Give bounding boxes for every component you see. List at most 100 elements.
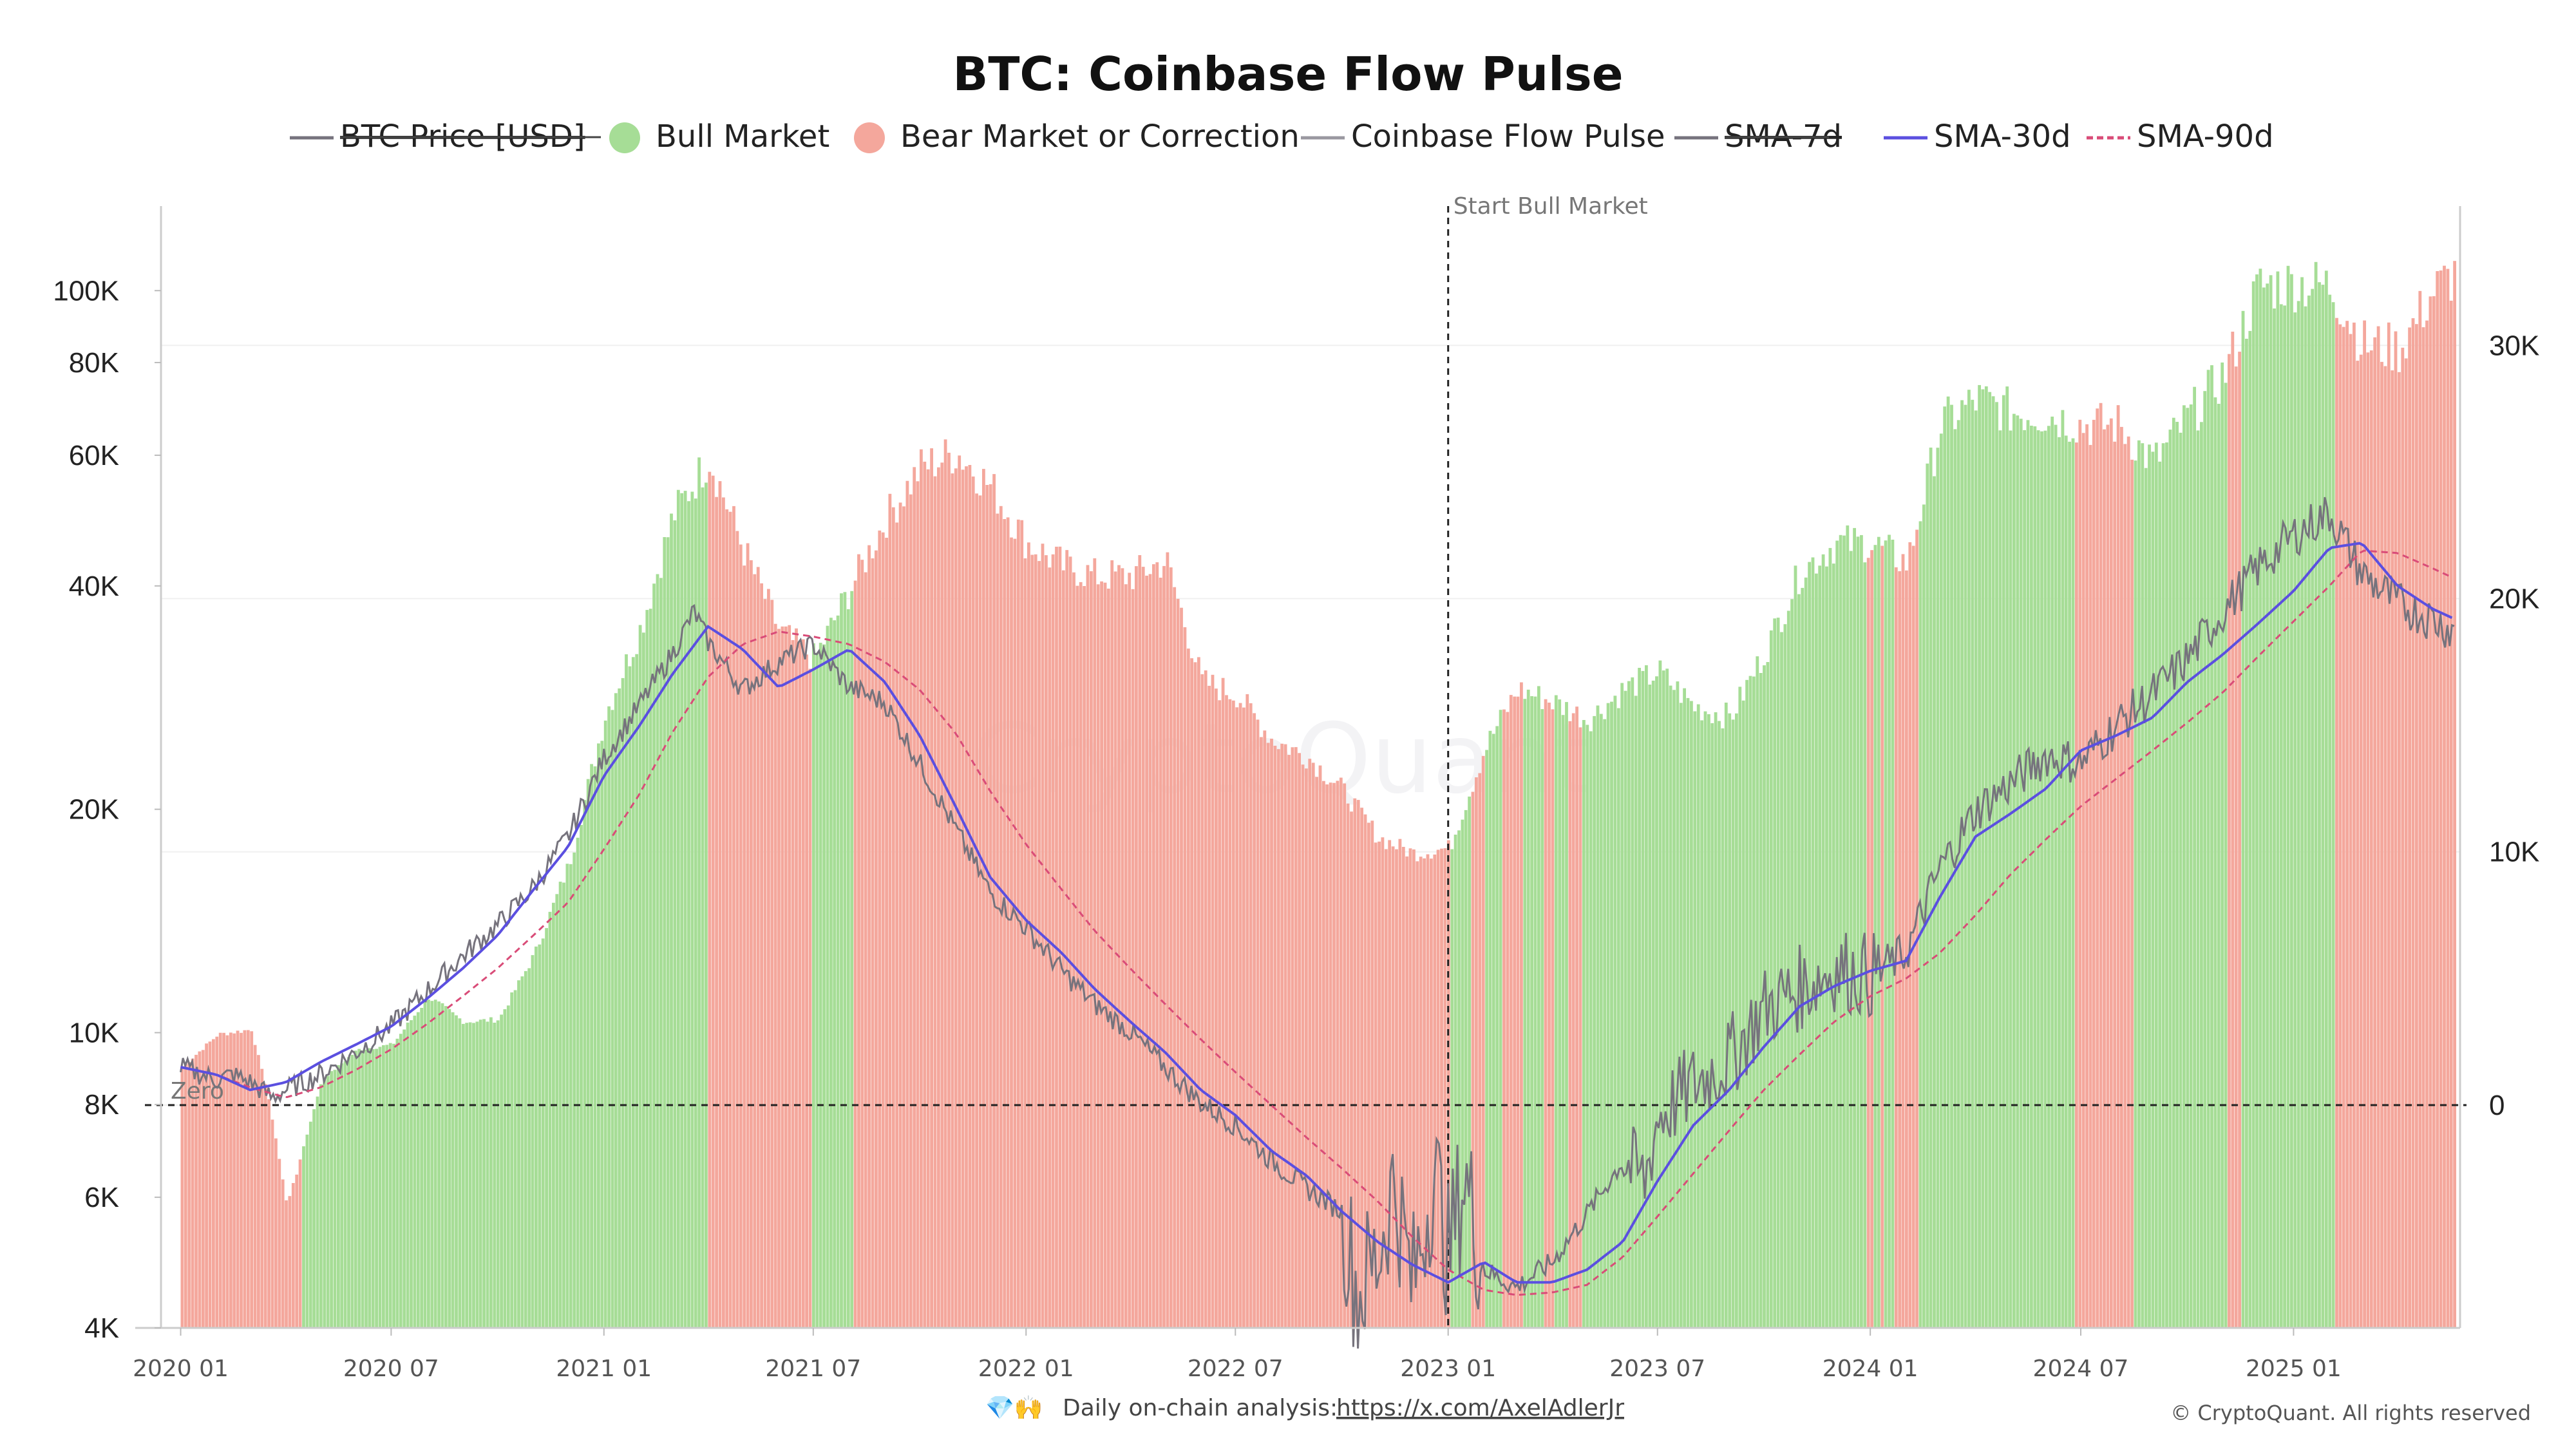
left-tick-label: 20K <box>69 794 119 826</box>
bear-bar <box>1176 598 1180 1328</box>
bear-bar <box>263 1084 267 1328</box>
bull-bar <box>1808 562 1811 1328</box>
bull-bar <box>652 583 656 1329</box>
bull-bar <box>1526 689 1530 1328</box>
bear-bar <box>1245 694 1249 1328</box>
bull-bar <box>323 1078 327 1328</box>
bull-bar <box>312 1109 316 1328</box>
bull-bar <box>2290 274 2293 1329</box>
bear-bar <box>1061 570 1065 1328</box>
bull-bar <box>2154 442 2158 1328</box>
bear-bar <box>1253 713 1256 1328</box>
bear-bar <box>246 1030 250 1328</box>
bear-bar <box>2394 331 2398 1328</box>
bull-bar <box>2033 426 2037 1328</box>
bull-bar <box>618 688 621 1328</box>
bear-bar <box>215 1036 219 1328</box>
bear-bar <box>875 550 878 1329</box>
bear-bar <box>1121 568 1124 1328</box>
bull-bar <box>2050 416 2054 1328</box>
bull-bar <box>2148 444 2151 1328</box>
bull-bar <box>305 1134 309 1328</box>
bear-bar <box>1231 700 1235 1328</box>
bull-bar <box>1929 448 1933 1328</box>
bear-bar <box>1374 842 1378 1328</box>
bear-bar <box>2126 436 2130 1328</box>
bull-bar <box>2314 261 2318 1328</box>
bull-bar <box>1488 730 1492 1328</box>
bull-bar <box>382 1045 385 1328</box>
bull-bar <box>1956 420 1960 1328</box>
bull-bar <box>642 632 645 1328</box>
bear-bar <box>2096 408 2099 1328</box>
bear-bar <box>1481 755 1485 1328</box>
legend-item[interactable]: SMA-7d <box>1674 118 1842 155</box>
bear-bar <box>1152 564 1155 1328</box>
bear-bar <box>1228 699 1232 1328</box>
bull-bar <box>694 498 697 1328</box>
bear-bar <box>232 1033 236 1328</box>
bull-bar <box>1873 545 1877 1329</box>
legend-label: Coinbase Flow Pulse <box>1351 118 1665 155</box>
bear-bar <box>212 1039 215 1328</box>
bull-bar <box>1464 810 1468 1328</box>
bear-bar <box>1866 558 1870 1329</box>
bear-bar <box>1343 783 1347 1328</box>
legend-item[interactable]: Bull Market <box>609 118 829 155</box>
bull-bar <box>1981 389 1985 1328</box>
bull-bar <box>1939 433 1943 1328</box>
bull-bar <box>1610 701 1613 1328</box>
bear-bar <box>1249 703 1253 1328</box>
bull-bar <box>2293 312 2297 1329</box>
bear-bar <box>1180 607 1183 1329</box>
bull-bar <box>822 644 826 1329</box>
legend-item[interactable]: SMA-30d <box>1884 118 2071 155</box>
chart-title: BTC: Coinbase Flow Pulse <box>952 47 1623 101</box>
bear-bar <box>298 1159 302 1328</box>
bull-bar <box>1672 690 1676 1328</box>
bear-bar <box>1329 782 1332 1328</box>
legend: BTC Price [USD] Bull Market Bear Market or… <box>290 118 2274 155</box>
bull-bar <box>541 938 545 1328</box>
bull-bar <box>2141 443 2145 1329</box>
bear-bar <box>250 1031 254 1328</box>
bear-bar <box>1006 517 1010 1328</box>
x-tick-label: 2023 07 <box>1609 1356 1705 1382</box>
bull-bar <box>2283 305 2286 1328</box>
bull-bar <box>705 482 708 1328</box>
bear-bar <box>295 1174 299 1328</box>
bear-bar <box>1336 781 1340 1328</box>
bear-bar <box>1475 777 1478 1328</box>
bull-bar <box>1665 668 1669 1328</box>
bear-bar <box>1291 747 1294 1328</box>
bull-bar <box>1752 676 1756 1328</box>
bull-bar <box>378 1046 382 1328</box>
bear-bar <box>1915 529 1918 1328</box>
bear-bar <box>867 545 871 1328</box>
bear-bar <box>881 532 885 1329</box>
bear-bar <box>860 560 864 1329</box>
bear-bar <box>1266 743 1270 1328</box>
legend-item[interactable]: Coinbase Flow Pulse <box>1301 118 1665 155</box>
legend-item[interactable]: Bear Market or Correction <box>854 118 1300 155</box>
bear-bar <box>2345 321 2349 1329</box>
footer-link[interactable]: https://x.com/AxelAdlerJr <box>1336 1395 1624 1421</box>
legend-item[interactable]: BTC Price [USD] <box>290 118 601 155</box>
bear-bar <box>2439 270 2443 1328</box>
bull-bar <box>1769 630 1773 1328</box>
bull-bar <box>1801 587 1804 1328</box>
bear-bar <box>222 1032 225 1328</box>
bull-bar <box>1634 696 1638 1328</box>
bear-bar <box>947 453 951 1328</box>
legend-item[interactable]: SMA-90d <box>2087 118 2274 155</box>
bear-bar <box>1305 768 1308 1328</box>
bull-bar <box>1995 402 1998 1328</box>
bull-bar <box>680 493 684 1328</box>
bull-bar <box>2203 391 2207 1329</box>
bull-bar <box>1860 535 1863 1328</box>
bear-bar <box>801 639 805 1329</box>
bear-bar <box>1378 841 1381 1328</box>
bear-bar <box>1218 700 1222 1328</box>
bear-bar <box>1155 562 1159 1328</box>
bull-bar <box>1616 708 1620 1328</box>
